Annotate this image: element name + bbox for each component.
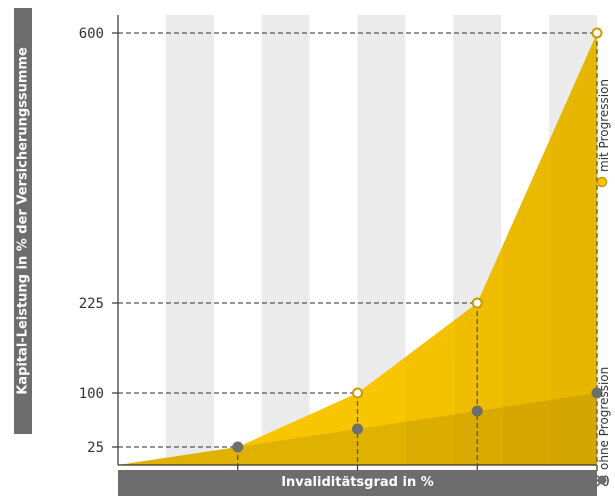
mit-progression-area-segment — [549, 33, 597, 465]
legend-marker-ohne-progression — [597, 475, 607, 485]
ohne-progression-point — [232, 441, 244, 453]
ohne-progression-point — [471, 405, 483, 417]
legend-marker-mit-progression — [596, 176, 608, 188]
legend-label-mit-progression: mit Progression — [597, 79, 611, 172]
marker-group — [232, 27, 603, 453]
guide-lines — [118, 32, 598, 465]
background-band — [165, 15, 214, 465]
mit-progression-area-segment — [501, 141, 550, 465]
mit-progression-area-segment — [453, 249, 502, 465]
mit-progression-area-segment — [405, 321, 454, 465]
y-axis-label: Kapital-Leistung in % der Versicherungss… — [15, 47, 31, 395]
y-axis-label-box — [14, 8, 32, 434]
mit-progression-point — [352, 387, 363, 399]
legend-label-ohne-progression: ohne Progression — [597, 367, 611, 470]
y-tick-label: 225 — [79, 296, 104, 312]
legend-group: mit Progression ohne Progression — [596, 79, 611, 485]
ohne-progression-point — [352, 423, 363, 435]
mit-progression-area-segment — [118, 357, 406, 465]
y-tick-label: 25 — [87, 440, 104, 456]
x-axis-label: Invaliditätsgrad in % — [118, 470, 597, 496]
mit-progression-point — [591, 27, 603, 39]
y-tick-label: 600 — [79, 26, 104, 42]
y-tick-label: 100 — [79, 386, 104, 402]
mit-progression-point — [471, 297, 483, 309]
background-band — [261, 15, 310, 465]
ohne-progression-point — [591, 387, 603, 399]
y-tick-group: 25 100 225 600 — [79, 26, 118, 456]
